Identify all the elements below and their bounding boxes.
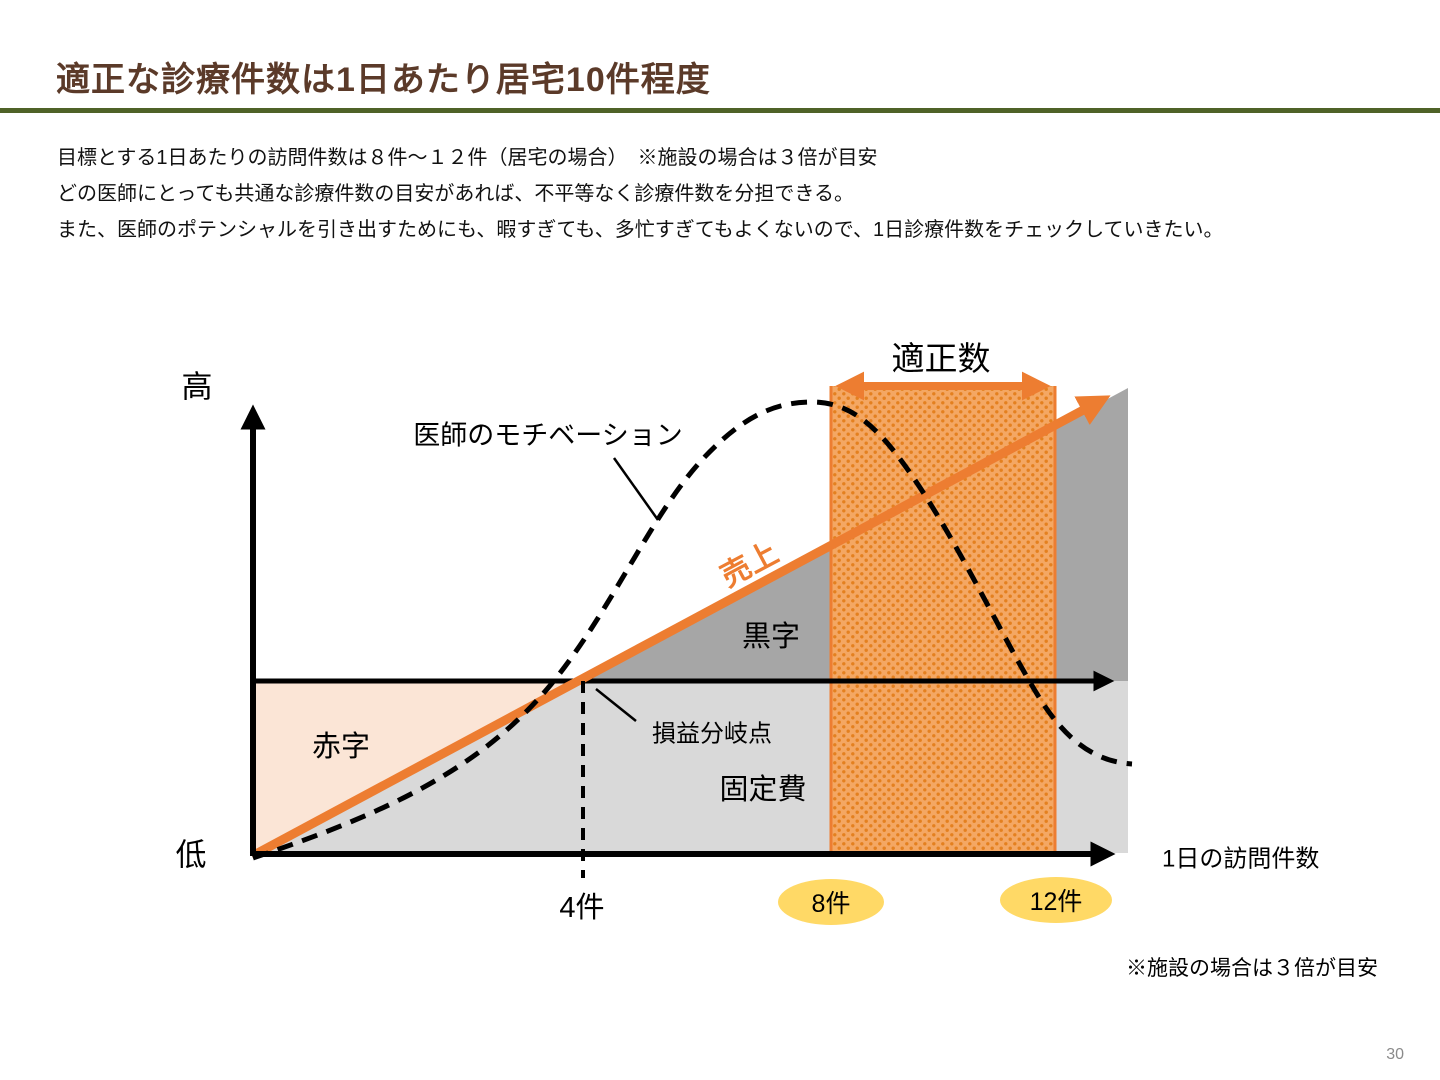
breakeven-leader-line <box>595 688 637 722</box>
tick-12-label: 12件 <box>1029 888 1083 916</box>
tick-8-badge: 8件 <box>778 879 884 925</box>
breakeven-label: 損益分岐点 <box>652 720 772 748</box>
body-text: 目標とする1日あたりの訪問件数は８件～１２件（居宅の場合） ※施設の場合は３倍が… <box>57 140 1224 248</box>
tick-12-badge: 12件 <box>1000 877 1112 923</box>
tick-8-label: 8件 <box>811 890 851 918</box>
page-title: 適正な診療件数は1日あたり居宅10件程度 <box>56 61 711 99</box>
y-axis-high-label: 高 <box>181 369 213 405</box>
motivation-label: 医師のモチベーション <box>413 420 683 451</box>
body-line-3: また、医師のポテンシャルを引き出すためにも、暇すぎても、多忙すぎてもよくないので… <box>57 219 1224 241</box>
motivation-leader-line <box>612 457 660 521</box>
title-divider <box>0 108 1440 113</box>
optimal-count-label: 適正数 <box>891 340 991 377</box>
surplus-label: 黒字 <box>741 621 801 653</box>
y-axis-low-label: 低 <box>175 837 207 873</box>
page-number: 30 <box>1386 1046 1404 1063</box>
footnote: ※施設の場合は３倍が目安 <box>1126 957 1378 980</box>
deficit-label: 赤字 <box>311 731 371 763</box>
fixed-cost-label: 固定費 <box>719 774 807 806</box>
optimal-band <box>831 386 1055 854</box>
body-line-1: 目標とする1日あたりの訪問件数は８件～１２件（居宅の場合） ※施設の場合は３倍が… <box>57 147 878 169</box>
motivation-curve <box>252 399 1133 861</box>
body-line-2: どの医師にとっても共通な診療件数の目安があれば、不平等なく診療件数を分担できる。 <box>57 183 854 205</box>
x-axis-label: 1日の訪問件数 <box>1162 845 1320 873</box>
revenue-line <box>249 395 1111 860</box>
tick-4-label: 4件 <box>559 892 605 924</box>
